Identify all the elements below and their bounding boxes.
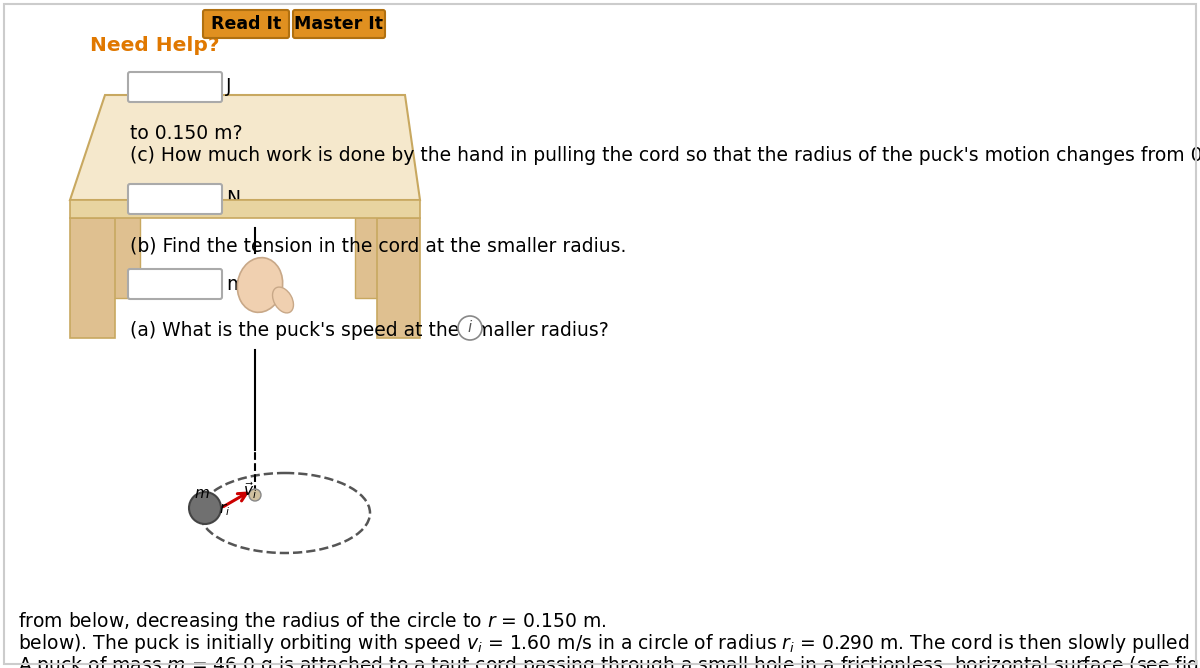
Text: below). The puck is initially orbiting with speed $v_i$ = 1.60 m/s in a circle o: below). The puck is initially orbiting w…	[18, 632, 1189, 655]
Text: $m$: $m$	[194, 486, 210, 501]
Text: from below, decreasing the radius of the circle to $r$ = 0.150 m.: from below, decreasing the radius of the…	[18, 610, 606, 633]
Text: m/s: m/s	[226, 275, 260, 293]
Text: A puck of mass $m$ = 46.0 g is attached to a taut cord passing through a small h: A puck of mass $m$ = 46.0 g is attached …	[18, 654, 1200, 668]
Circle shape	[190, 492, 221, 524]
Text: (a) What is the puck's speed at the smaller radius?: (a) What is the puck's speed at the smal…	[130, 321, 608, 340]
Polygon shape	[355, 100, 395, 298]
Text: (b) Find the tension in the cord at the smaller radius.: (b) Find the tension in the cord at the …	[130, 236, 626, 255]
Text: (c) How much work is done by the hand in pulling the cord so that the radius of : (c) How much work is done by the hand in…	[130, 146, 1200, 165]
Circle shape	[458, 316, 482, 340]
Text: $r_i$: $r_i$	[220, 502, 230, 518]
Text: Master It: Master It	[294, 15, 384, 33]
FancyBboxPatch shape	[128, 184, 222, 214]
Polygon shape	[103, 100, 140, 298]
Polygon shape	[70, 95, 420, 200]
Circle shape	[250, 489, 262, 501]
Text: N: N	[226, 190, 240, 208]
Text: i: i	[468, 321, 472, 335]
Ellipse shape	[272, 287, 294, 313]
Text: to 0.150 m?: to 0.150 m?	[130, 124, 242, 143]
Ellipse shape	[238, 258, 283, 313]
FancyBboxPatch shape	[128, 269, 222, 299]
Text: $\vec{v}_i$: $\vec{v}_i$	[242, 480, 257, 501]
FancyBboxPatch shape	[293, 10, 385, 38]
Polygon shape	[70, 218, 115, 338]
FancyBboxPatch shape	[128, 72, 222, 102]
Text: J: J	[226, 77, 232, 96]
Polygon shape	[70, 200, 420, 218]
Text: Read It: Read It	[211, 15, 281, 33]
FancyBboxPatch shape	[203, 10, 289, 38]
Polygon shape	[377, 218, 420, 338]
Text: Need Help?: Need Help?	[90, 36, 220, 55]
